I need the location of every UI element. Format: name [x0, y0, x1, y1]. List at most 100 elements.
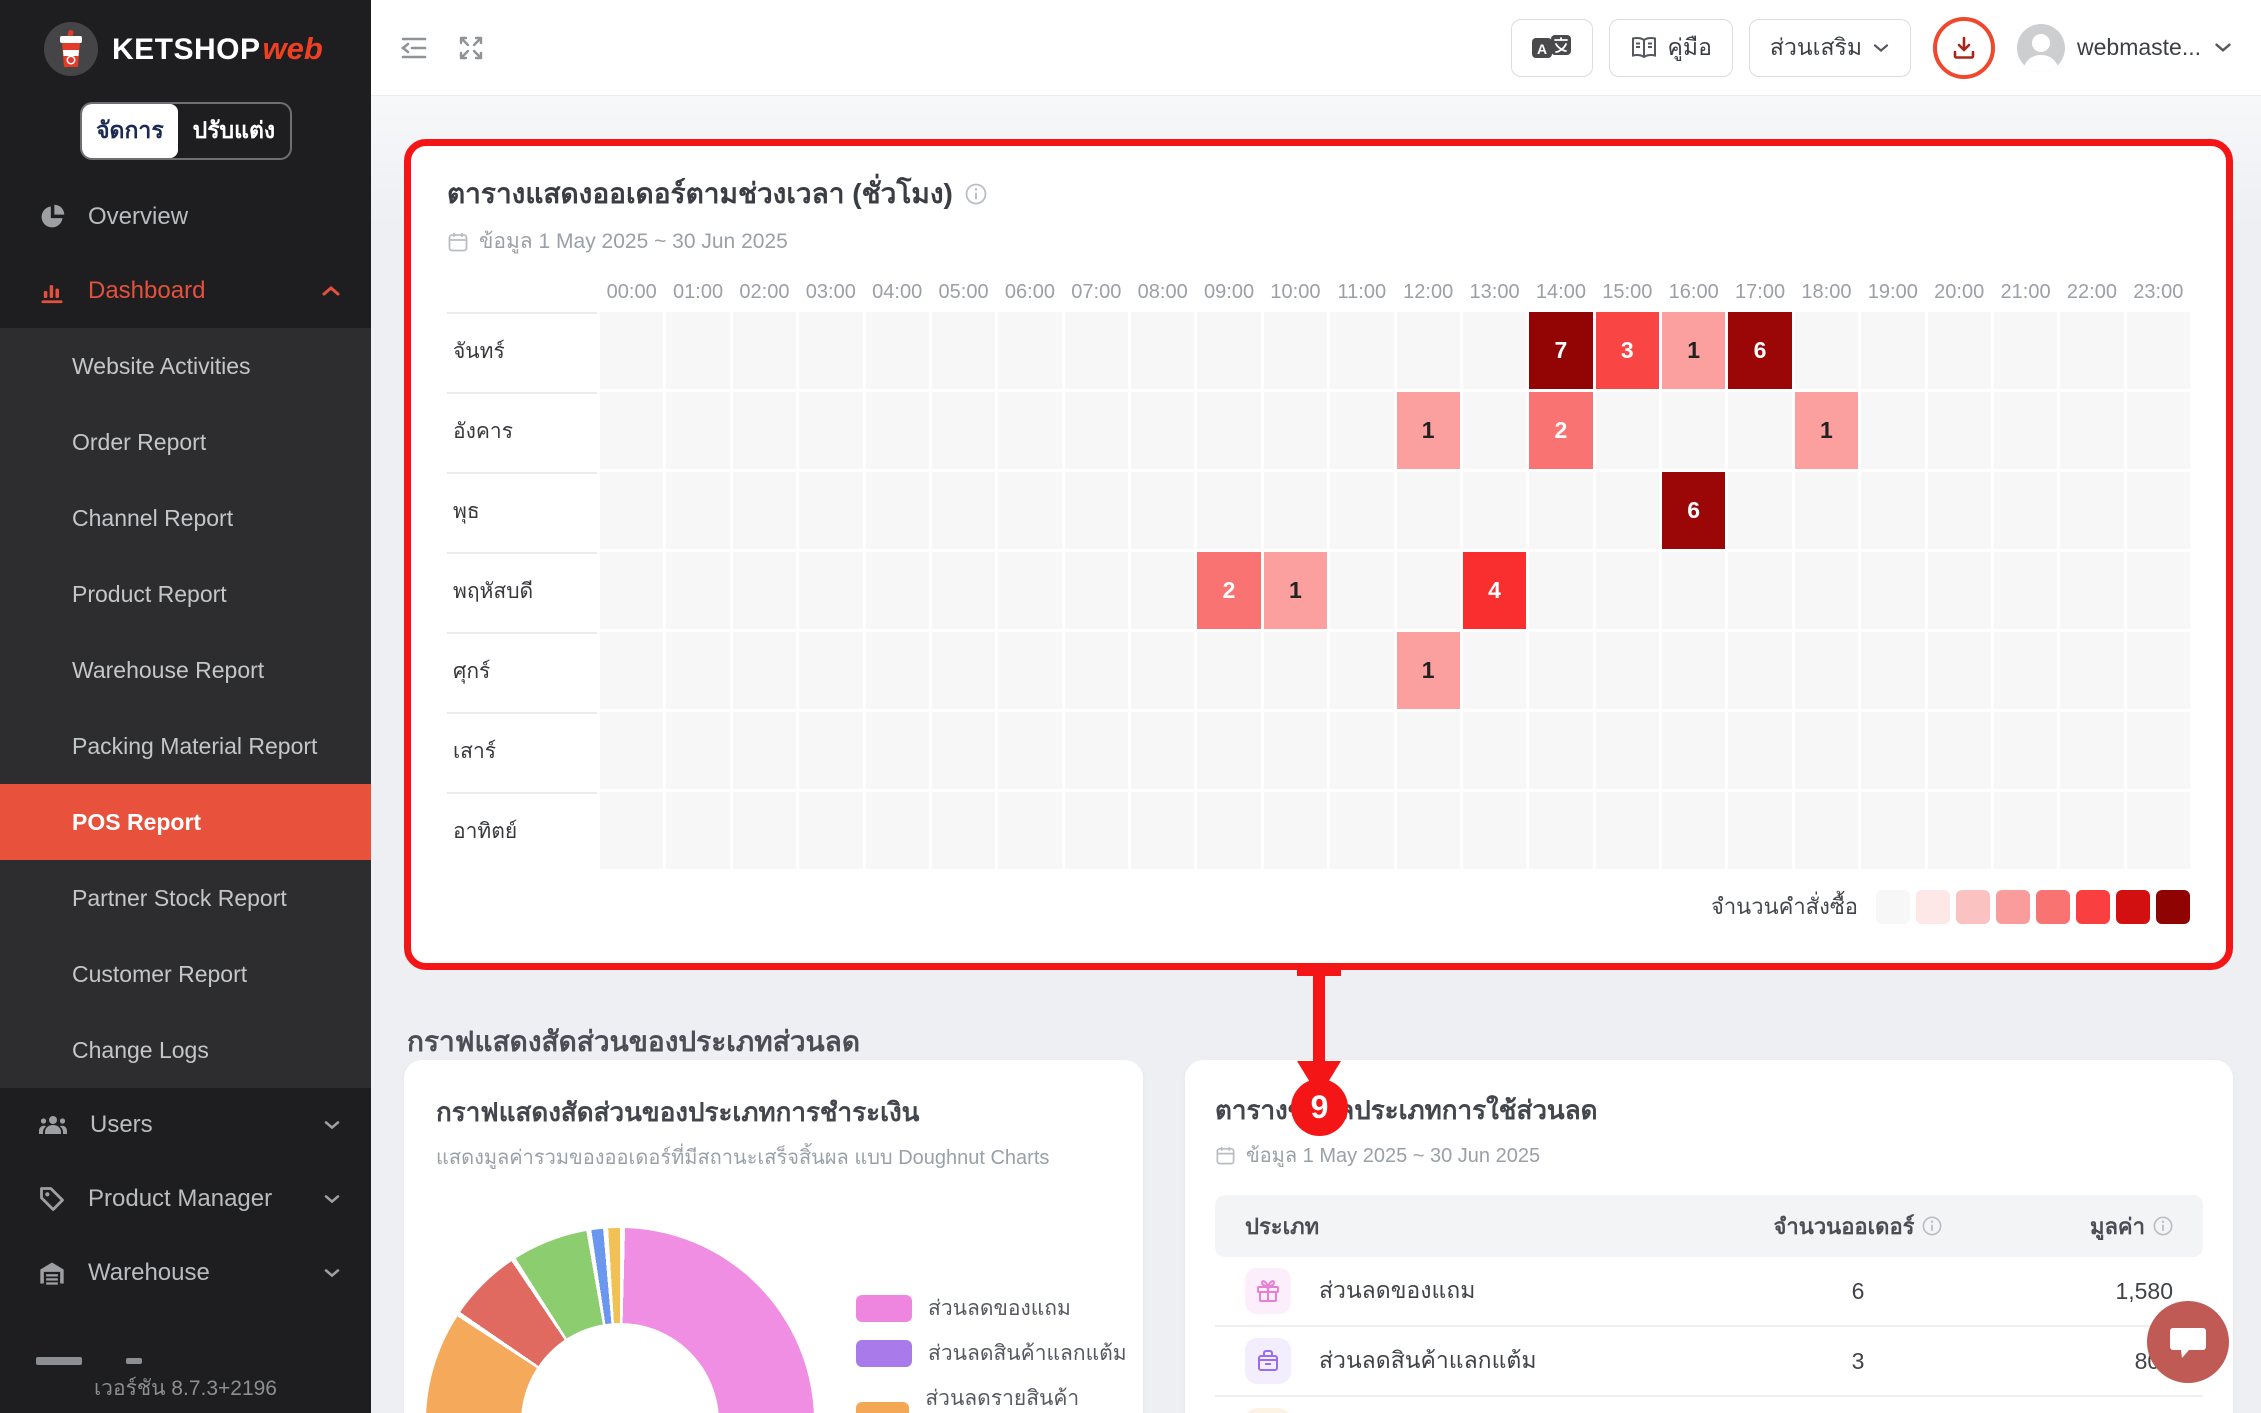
heatmap-cell[interactable]: 1: [1263, 552, 1328, 629]
heatmap-cell[interactable]: [931, 632, 996, 709]
heatmap-cell[interactable]: [1861, 792, 1925, 869]
heatmap-cell[interactable]: [998, 792, 1062, 869]
doughnut-legend-item[interactable]: ส่วนลดสินค้าแลกแต้ม: [856, 1337, 1143, 1370]
heatmap-cell[interactable]: [1396, 312, 1460, 389]
heatmap-cell[interactable]: [1064, 632, 1128, 709]
heatmap-cell[interactable]: [799, 312, 863, 389]
heatmap-cell[interactable]: [931, 312, 996, 389]
heatmap-cell[interactable]: [1794, 552, 1859, 629]
heatmap-cell[interactable]: [2060, 712, 2124, 789]
user-menu[interactable]: webmaste...: [2017, 23, 2233, 72]
heatmap-cell[interactable]: [998, 472, 1062, 549]
table-row[interactable]: ส่วนลดรายสินค้าธรรมดา9508: [1215, 1397, 2203, 1413]
heatmap-cell[interactable]: [1861, 712, 1925, 789]
heatmap-cell[interactable]: [1197, 712, 1261, 789]
heatmap-cell[interactable]: [2060, 392, 2124, 469]
info-icon[interactable]: [2153, 1216, 2173, 1236]
heatmap-cell[interactable]: [998, 392, 1062, 469]
heatmap-cell[interactable]: [931, 712, 996, 789]
heatmap-cell[interactable]: [799, 552, 863, 629]
heatmap-cell[interactable]: [1330, 472, 1394, 549]
sidebar-item-overview[interactable]: Overview: [0, 180, 371, 254]
heatmap-cell[interactable]: [600, 552, 664, 629]
heatmap-cell[interactable]: [1462, 712, 1527, 789]
heatmap-cell[interactable]: [1330, 632, 1394, 709]
heatmap-cell[interactable]: [799, 712, 863, 789]
heatmap-cell[interactable]: [600, 632, 664, 709]
heatmap-cell[interactable]: [799, 792, 863, 869]
heatmap-cell[interactable]: [1861, 552, 1925, 629]
doughnut-legend-item[interactable]: ส่วนลดของแถม: [856, 1292, 1143, 1325]
brand-logo[interactable]: KETSHOPweb: [0, 0, 371, 86]
heatmap-cell[interactable]: [1861, 632, 1925, 709]
sidebar-subitem-change-logs[interactable]: Change Logs: [72, 1037, 209, 1063]
heatmap-cell[interactable]: [865, 552, 929, 629]
heatmap-cell[interactable]: [1064, 392, 1128, 469]
heatmap-cell[interactable]: [1927, 552, 1991, 629]
heatmap-cell[interactable]: [2126, 312, 2190, 389]
heatmap-cell[interactable]: [1595, 712, 1659, 789]
heatmap-cell[interactable]: [1927, 312, 1991, 389]
heatmap-cell[interactable]: [1728, 792, 1792, 869]
heatmap-cell[interactable]: [1927, 472, 1991, 549]
heatmap-cell[interactable]: [1595, 472, 1659, 549]
table-row[interactable]: ส่วนลดของแถม 6 1,580: [1215, 1257, 2203, 1327]
heatmap-cell[interactable]: [1131, 712, 1195, 789]
heatmap-cell[interactable]: [1662, 792, 1726, 869]
heatmap-cell[interactable]: [1131, 312, 1195, 389]
heatmap-cell[interactable]: [2126, 632, 2190, 709]
heatmap-cell[interactable]: [1595, 552, 1659, 629]
heatmap-cell[interactable]: [1064, 792, 1128, 869]
heatmap-cell[interactable]: [1131, 552, 1195, 629]
heatmap-cell[interactable]: [1197, 392, 1261, 469]
heatmap-cell[interactable]: [865, 712, 929, 789]
heatmap-cell[interactable]: [1529, 712, 1593, 789]
heatmap-cell[interactable]: [732, 552, 797, 629]
heatmap-cell[interactable]: [2126, 392, 2190, 469]
heatmap-cell[interactable]: [1330, 312, 1394, 389]
heatmap-cell[interactable]: [1131, 392, 1195, 469]
heatmap-cell[interactable]: [666, 312, 730, 389]
heatmap-cell[interactable]: 4: [1462, 552, 1527, 629]
sidebar-subitem-channel-report[interactable]: Channel Report: [72, 505, 234, 531]
heatmap-cell[interactable]: [1197, 312, 1261, 389]
heatmap-cell[interactable]: [732, 712, 797, 789]
sidebar-subitem-warehouse-report[interactable]: Warehouse Report: [72, 657, 265, 683]
heatmap-cell[interactable]: [1330, 712, 1394, 789]
addons-dropdown[interactable]: ส่วนเสริม: [1748, 18, 1911, 77]
heatmap-cell[interactable]: [865, 632, 929, 709]
heatmap-cell[interactable]: [2126, 712, 2190, 789]
heatmap-cell[interactable]: [1263, 312, 1328, 389]
heatmap-cell[interactable]: [1131, 792, 1195, 869]
heatmap-cell[interactable]: [1263, 392, 1328, 469]
heatmap-cell[interactable]: [931, 392, 996, 469]
heatmap-cell[interactable]: [666, 712, 730, 789]
sidebar-subitem-website-activities[interactable]: Website Activities: [72, 353, 251, 379]
heatmap-cell[interactable]: [998, 552, 1062, 629]
heatmap-cell[interactable]: [1396, 552, 1460, 629]
heatmap-cell[interactable]: 2: [1529, 392, 1593, 469]
heatmap-cell[interactable]: [1993, 712, 2058, 789]
heatmap-cell[interactable]: [732, 632, 797, 709]
heatmap-cell[interactable]: [865, 472, 929, 549]
heatmap-cell[interactable]: [1462, 632, 1527, 709]
heatmap-cell[interactable]: 1: [1662, 312, 1726, 389]
heatmap-cell[interactable]: [600, 392, 664, 469]
heatmap-cell[interactable]: [1794, 712, 1859, 789]
heatmap-cell[interactable]: [1861, 472, 1925, 549]
heatmap-cell[interactable]: [931, 792, 996, 869]
heatmap-cell[interactable]: [799, 472, 863, 549]
heatmap-cell[interactable]: [1728, 632, 1792, 709]
heatmap-cell[interactable]: [2126, 792, 2190, 869]
doughnut-legend-item[interactable]: ส่วนลดรายสินค้าธรรมดา: [856, 1382, 1143, 1413]
heatmap-cell[interactable]: [1927, 392, 1991, 469]
heatmap-cell[interactable]: [1794, 312, 1859, 389]
heatmap-cell[interactable]: [600, 472, 664, 549]
heatmap-cell[interactable]: 6: [1728, 312, 1792, 389]
heatmap-cell[interactable]: [1595, 792, 1659, 869]
heatmap-cell[interactable]: [732, 792, 797, 869]
heatmap-cell[interactable]: [666, 792, 730, 869]
heatmap-cell[interactable]: [2126, 472, 2190, 549]
heatmap-cell[interactable]: [1993, 792, 2058, 869]
heatmap-cell[interactable]: [1662, 392, 1726, 469]
